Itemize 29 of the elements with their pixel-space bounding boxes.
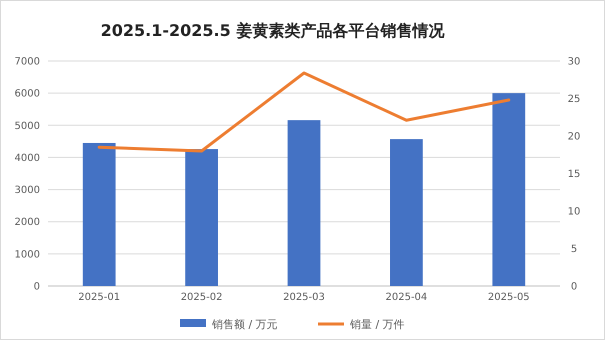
y2-tick-label: 15 <box>568 169 580 180</box>
y2-tick-label: 0 <box>570 282 578 292</box>
x-tick-label: 2025-03 <box>283 292 325 303</box>
bar <box>82 142 116 286</box>
x-tick-label: 2025-05 <box>488 292 530 303</box>
bar <box>390 139 423 286</box>
y-tick-label: 6000 <box>14 88 40 100</box>
y-tick-label: 2000 <box>14 217 40 228</box>
bar <box>288 120 320 286</box>
x-tick-label: 2025-02 <box>180 292 222 303</box>
chart-title: 2025.1-2025.5 姜黄素类产品各平台销售情况 <box>100 21 446 40</box>
y2-tick-label: 5 <box>570 244 578 255</box>
y-tick-label: 7000 <box>14 56 40 68</box>
y2-tick-label: 30 <box>568 56 580 68</box>
y2-tick-label: 20 <box>568 132 580 142</box>
y-tick-label: 0 <box>34 282 40 292</box>
y2-tick-label: 25 <box>568 94 580 105</box>
legend-label: 销量 / 万件 <box>349 318 405 331</box>
bar <box>492 93 526 286</box>
legend-label: 销售额 / 万元 <box>211 318 278 331</box>
line-series <box>98 72 510 152</box>
y2-tick-label: 10 <box>568 206 580 218</box>
y-tick-label: 4000 <box>14 152 40 164</box>
y-tick-label: 3000 <box>14 185 40 196</box>
x-tick-label: 2025-01 <box>78 292 120 303</box>
bar <box>185 149 218 286</box>
y-tick-label: 5000 <box>14 120 40 132</box>
x-tick-label: 2025-04 <box>386 292 428 303</box>
y-tick-label: 1000 <box>14 249 40 260</box>
